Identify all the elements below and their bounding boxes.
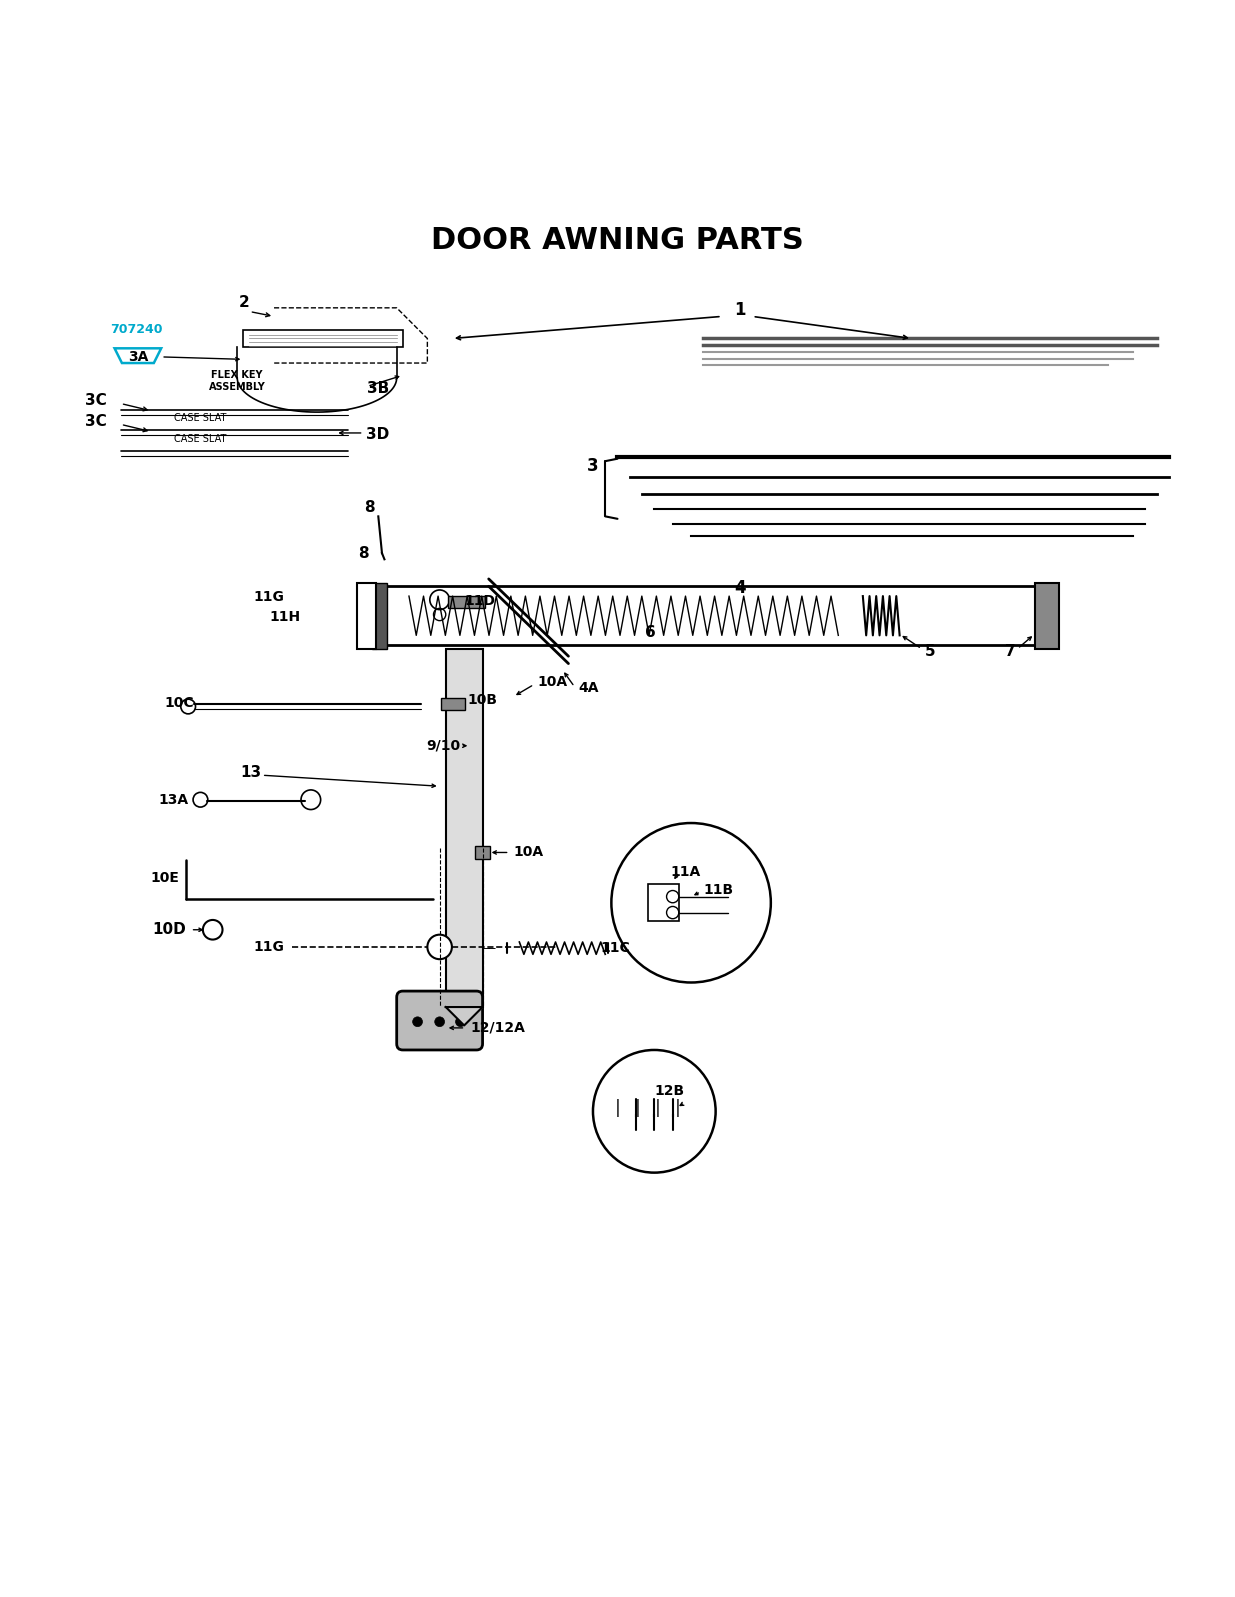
Text: 1: 1 [735, 302, 746, 319]
Bar [448, 596, 485, 608]
Bar [648, 885, 679, 921]
Bar [441, 698, 466, 711]
Text: 11H: 11H [270, 610, 301, 624]
Bar [446, 648, 483, 1008]
Text: 8: 8 [364, 500, 375, 516]
Bar [372, 583, 387, 648]
Text: 10E: 10E [151, 872, 179, 885]
Text: 4: 4 [735, 578, 746, 597]
Text: 12B: 12B [655, 1084, 684, 1097]
Text: 12/12A: 12/12A [471, 1020, 525, 1035]
Text: 10B: 10B [468, 693, 498, 707]
Text: 11D: 11D [464, 594, 495, 608]
Text: 11G: 11G [253, 591, 284, 604]
Bar [378, 586, 1041, 645]
Text: 8: 8 [358, 546, 369, 561]
Text: 11G: 11G [253, 941, 284, 953]
Text: 7: 7 [1005, 644, 1015, 660]
Circle shape [412, 1017, 422, 1027]
Text: 3D: 3D [366, 426, 389, 442]
Text: 3B: 3B [367, 382, 389, 396]
Text: 3C: 3C [85, 393, 107, 409]
Text: 5: 5 [925, 644, 936, 660]
Bar [475, 846, 490, 859]
Text: 10D: 10D [152, 921, 185, 937]
Text: 2: 2 [240, 295, 249, 310]
Text: 11A: 11A [671, 866, 700, 878]
Text: CASE SLAT: CASE SLAT [174, 414, 226, 423]
Circle shape [435, 1017, 445, 1027]
Text: 11C: 11C [600, 941, 630, 955]
Text: 11B: 11B [704, 883, 734, 898]
Text: 707240: 707240 [110, 323, 163, 335]
Text: 10A: 10A [514, 845, 543, 859]
Bar [243, 331, 403, 347]
Text: CASE SLAT: CASE SLAT [174, 434, 226, 444]
Circle shape [611, 822, 771, 982]
Text: | | | |: | | | | [613, 1099, 683, 1116]
Text: 4A: 4A [578, 680, 599, 695]
Text: 10C: 10C [164, 696, 194, 709]
Text: 6: 6 [645, 626, 656, 640]
Polygon shape [446, 1008, 483, 1025]
Text: FLEX KEY
ASSEMBLY: FLEX KEY ASSEMBLY [209, 371, 266, 391]
Text: 10A: 10A [537, 676, 568, 688]
Bar [1035, 583, 1060, 648]
Circle shape [430, 589, 450, 610]
Bar [357, 583, 375, 648]
Text: ──: ── [482, 944, 495, 953]
Circle shape [427, 934, 452, 960]
Text: 3A: 3A [127, 350, 148, 364]
Circle shape [456, 1017, 466, 1027]
Text: 13A: 13A [158, 792, 188, 806]
Text: 13: 13 [241, 765, 262, 781]
FancyBboxPatch shape [396, 992, 483, 1049]
Text: 9/10: 9/10 [426, 739, 461, 752]
Text: DOOR AWNING PARTS: DOOR AWNING PARTS [431, 225, 804, 256]
Text: 3C: 3C [85, 414, 107, 430]
Circle shape [593, 1049, 715, 1172]
Text: 3: 3 [587, 457, 599, 474]
